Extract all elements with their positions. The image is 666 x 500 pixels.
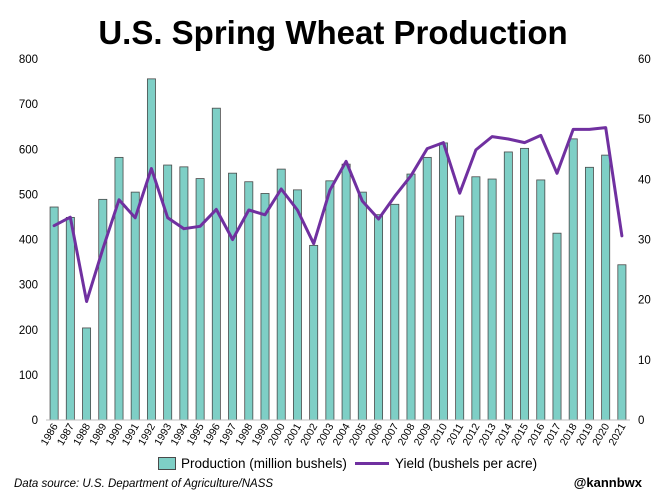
legend-bar-swatch bbox=[158, 457, 176, 470]
production-bar bbox=[211, 107, 221, 421]
production-bar bbox=[163, 164, 173, 421]
production-bar bbox=[568, 138, 578, 421]
production-bar bbox=[98, 198, 108, 421]
y-right-tick-label: 10 bbox=[638, 355, 651, 367]
production-bar bbox=[406, 173, 416, 421]
y-left-tick-label: 300 bbox=[19, 280, 38, 292]
production-bar bbox=[195, 178, 205, 421]
y-right-tick-label: 20 bbox=[638, 295, 651, 307]
legend-item-yield: Yield (bushels per acre) bbox=[355, 456, 537, 471]
legend-label-production: Production (million bushels) bbox=[181, 456, 347, 471]
production-bar bbox=[179, 166, 189, 421]
y-right-tick-label: 30 bbox=[638, 235, 651, 247]
production-bar bbox=[82, 327, 92, 421]
production-bar bbox=[292, 189, 302, 421]
legend-label-yield: Yield (bushels per acre) bbox=[395, 456, 538, 471]
production-bar bbox=[130, 191, 140, 421]
production-bar bbox=[487, 178, 497, 421]
y-left-tick-label: 800 bbox=[19, 54, 38, 66]
production-bar bbox=[49, 206, 59, 421]
production-bar bbox=[276, 168, 286, 421]
production-bar bbox=[341, 163, 351, 421]
production-bar bbox=[471, 176, 481, 421]
production-bar bbox=[357, 191, 367, 421]
y-left-tick-label: 500 bbox=[19, 189, 38, 201]
y-left-tick-label: 0 bbox=[32, 415, 38, 427]
y-right-tick-label: 60 bbox=[638, 54, 651, 66]
production-bar bbox=[552, 232, 562, 421]
legend-item-production: Production (million bushels) bbox=[158, 456, 347, 471]
yield-line bbox=[52, 126, 624, 303]
production-bar bbox=[617, 264, 627, 421]
y-left-tick-label: 400 bbox=[19, 235, 38, 247]
x-tick-label: 2021 bbox=[606, 421, 628, 447]
legend-line-swatch bbox=[355, 462, 389, 465]
production-bar bbox=[374, 214, 384, 421]
author-handle: @kannbwx bbox=[573, 475, 642, 490]
y-right-tick-label: 0 bbox=[638, 415, 644, 427]
production-bar bbox=[325, 180, 335, 421]
data-source-note: Data source: U.S. Department of Agricult… bbox=[14, 478, 274, 490]
production-bar bbox=[65, 216, 75, 421]
y-right-tick-label: 50 bbox=[638, 114, 651, 126]
production-bar bbox=[455, 215, 465, 421]
production-bar bbox=[309, 244, 319, 421]
production-bar bbox=[228, 172, 238, 421]
production-bar bbox=[260, 193, 270, 421]
production-bar bbox=[601, 154, 611, 421]
chart-title: U.S. Spring Wheat Production bbox=[98, 14, 568, 51]
production-bar bbox=[584, 166, 594, 421]
y-left-tick-label: 100 bbox=[19, 370, 38, 382]
production-bar bbox=[520, 147, 530, 421]
production-bar bbox=[114, 156, 124, 421]
y-left-tick-label: 200 bbox=[19, 325, 38, 337]
production-bar bbox=[503, 151, 513, 421]
y-left-tick-label: 700 bbox=[19, 99, 38, 111]
production-bar bbox=[422, 156, 432, 421]
production-bar bbox=[146, 78, 156, 421]
production-bar bbox=[536, 179, 546, 421]
y-left-tick-label: 600 bbox=[19, 144, 38, 156]
production-bar bbox=[438, 142, 448, 421]
y-right-tick-label: 40 bbox=[638, 174, 651, 186]
x-tick-label: 2010 bbox=[428, 421, 450, 447]
production-bar bbox=[390, 203, 400, 421]
